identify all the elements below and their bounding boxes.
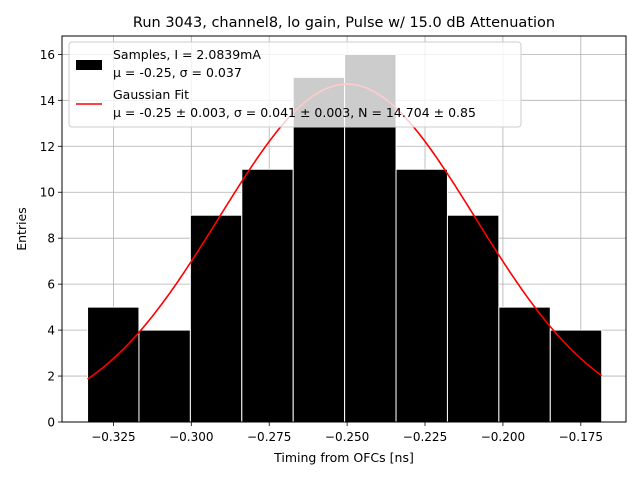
histogram-bar [498,306,551,423]
y-axis-ticks: 0 2 4 6 8 10 12 14 16 [40,48,62,430]
legend-samples-label: Samples, I = 2.0839mA [113,47,261,62]
y-axis-label: Entries [14,207,29,251]
x-axis-label: Timing from OFCs [ns] [273,450,414,465]
histogram-bar [446,214,500,423]
legend-samples-swatch [76,60,102,70]
y-tick-label: 14 [40,94,55,108]
histogram-bar [189,214,243,423]
y-tick-label: 10 [40,186,55,200]
x-tick-label: −0.200 [481,430,525,444]
x-tick-label: −0.300 [169,430,213,444]
histogram-bar [138,329,191,423]
histogram-bar [87,306,140,423]
y-tick-label: 12 [40,140,55,154]
histogram-bar [292,76,346,423]
plot-frame [61,35,627,423]
legend-samples-stats: μ = -0.25, σ = 0.037 [113,65,242,80]
histogram-bar [549,329,603,423]
x-tick-label: −0.250 [325,430,369,444]
x-tick-label: −0.325 [91,430,135,444]
y-tick-label: 0 [47,416,55,430]
y-tick-label: 2 [47,370,55,384]
x-axis-ticks: −0.325 −0.300 −0.275 −0.250 −0.225 −0.200 −0.1… [91,422,603,444]
histogram-bar [241,168,294,423]
legend-box [68,41,522,128]
legend-fit-stats: μ = -0.25 ± 0.003, σ = 0.041 ± 0.003, N … [113,105,476,120]
y-tick-label: 16 [40,48,55,62]
chart-title: Run 3043, channel8, lo gain, Pulse w/ 15… [133,15,555,31]
legend-fit-label: Gaussian Fit [113,87,189,102]
x-tick-label: −0.225 [403,430,447,444]
histogram-bar [395,168,448,423]
y-tick-label: 8 [47,232,55,246]
y-tick-label: 6 [47,278,55,292]
legend: Samples, I = 2.0839mA μ = -0.25, σ = 0.0… [68,41,522,128]
x-tick-label: −0.175 [559,430,603,444]
x-tick-label: −0.275 [247,430,291,444]
y-tick-label: 4 [47,324,55,338]
